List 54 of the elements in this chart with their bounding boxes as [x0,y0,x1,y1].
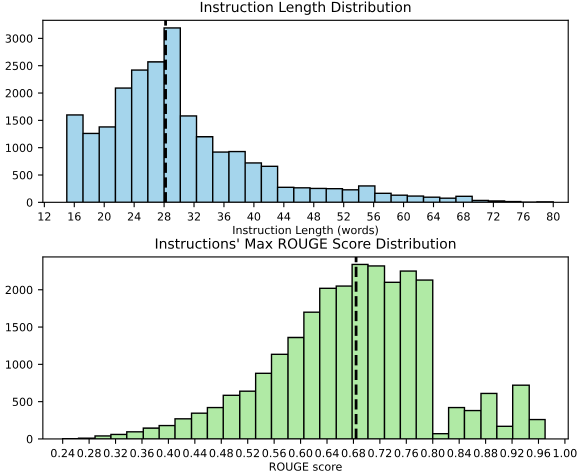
y-tick-label: 2500 [6,62,32,70]
x-tick-label: 0.72 [368,448,392,458]
x-axis-title: ROUGE score [270,462,342,471]
x-tick-label: 76 [517,212,530,221]
x-tick-label: 72 [487,212,500,221]
chart-title: Instruction Length Distribution [200,1,410,15]
x-tick-label: 0.48 [210,448,233,458]
x-tick-label: 16 [68,212,81,221]
x-tick-label: 0.68 [342,448,366,458]
x-tick-label: 52 [337,212,350,221]
x-tick-label: 32 [188,212,200,221]
x-tick-label: 28 [158,212,170,221]
y-tick-label: 500 [12,170,32,180]
y-tick-label: 1000 [6,360,32,369]
x-tick-label: 0.76 [394,448,418,458]
x-tick-label: 1.00 [554,448,577,458]
x-tick-label: 48 [307,212,320,221]
y-tick-label: 3000 [6,34,32,43]
y-tick-label: 0 [26,198,32,207]
y-tick-label: 2000 [6,89,32,98]
y-tick-label: 1500 [6,116,32,125]
x-tick-label: 0.40 [156,448,180,458]
x-tick-label: 80 [546,212,560,221]
x-tick-label: 68 [457,212,470,221]
x-tick-label: 24 [128,212,141,221]
x-tick-label: 0.64 [315,448,339,458]
y-tick-label: 2000 [6,286,32,294]
x-tick-label: 44 [277,212,290,221]
x-tick-label: 20 [98,212,111,221]
x-tick-label: 64 [427,212,440,221]
y-tick-label: 0 [26,434,32,444]
x-tick-label: 12 [38,212,50,221]
x-tick-label: 0.56 [262,448,286,458]
y-tick-label: 1500 [6,323,32,332]
x-tick-label: 56 [367,212,380,221]
x-tick-label: 36 [218,212,230,221]
x-tick-label: 0.44 [183,448,207,458]
x-tick-label: 0.28 [77,448,101,458]
x-tick-label: 0.36 [130,448,154,458]
x-tick-label: 0.92 [500,448,524,458]
chart-title: Instructions' Max ROUGE Score Distribution [156,238,456,249]
x-tick-label: 0.24 [51,448,74,458]
x-tick-label: 0.80 [421,448,444,458]
x-tick-label: 0.84 [448,448,471,458]
x-tick-label: 40 [247,212,260,221]
x-tick-label: 0.52 [236,448,259,458]
x-tick-label: 0.60 [288,448,312,458]
x-tick-label: 0.88 [474,448,498,458]
y-tick-label: 1000 [6,144,32,152]
y-tick-label: 500 [12,398,32,406]
x-tick-label: 60 [397,212,410,221]
x-axis-title: Instruction Length (words) [233,226,378,236]
x-tick-label: 0.96 [526,448,550,458]
x-tick-label: 0.32 [104,448,127,458]
